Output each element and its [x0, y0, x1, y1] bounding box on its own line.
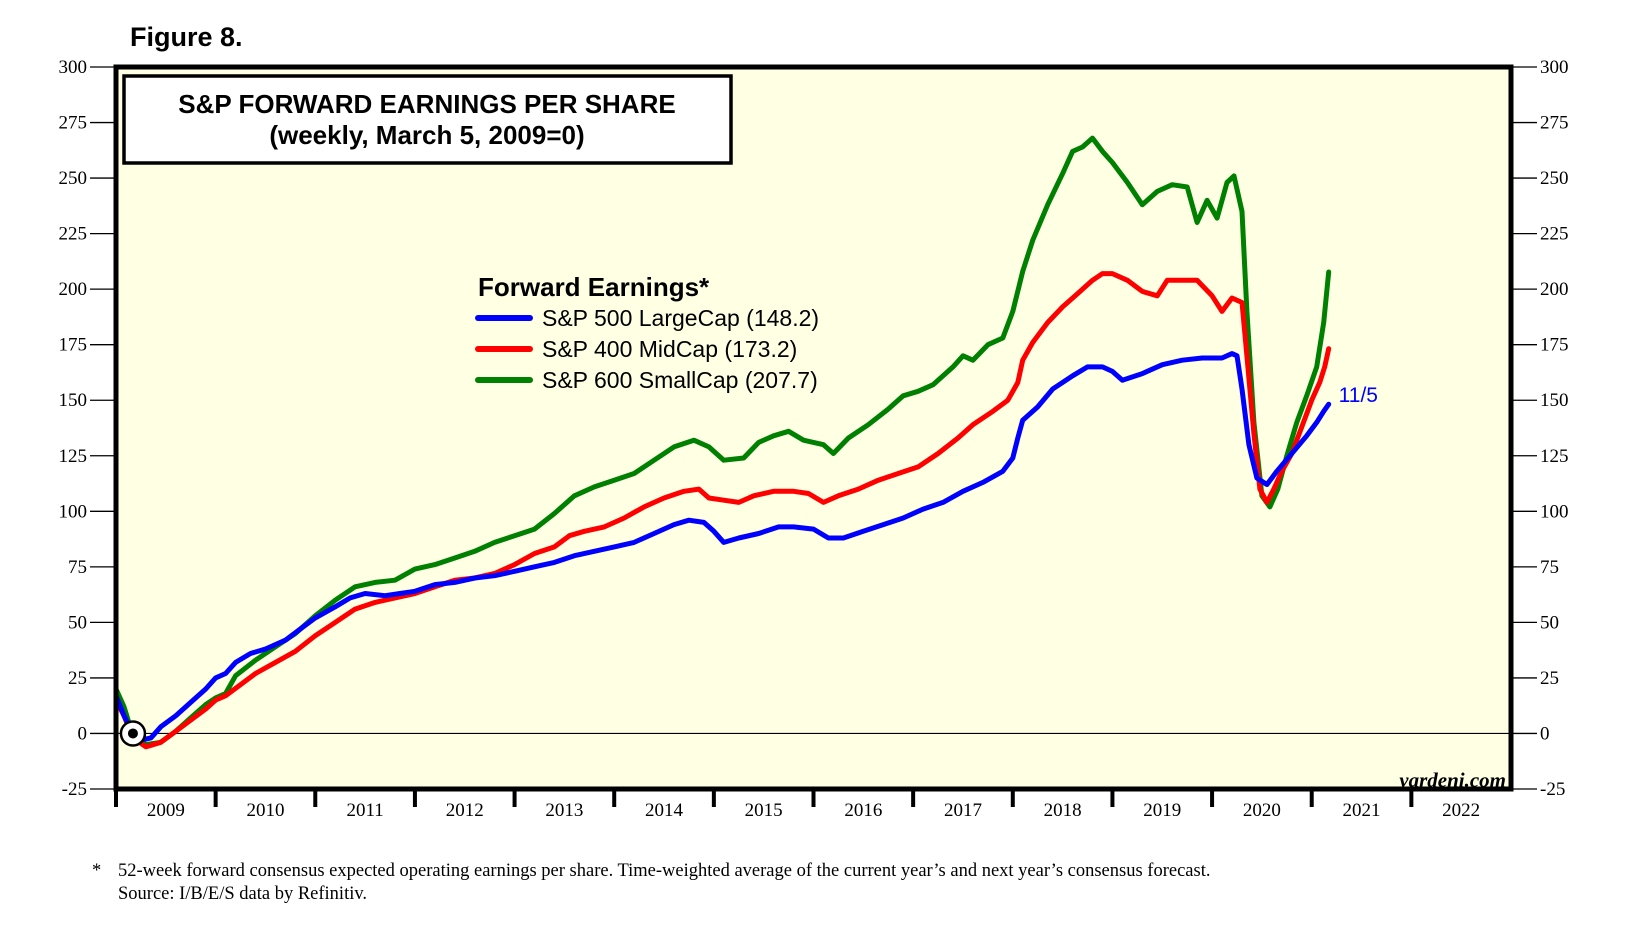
- x-tick-label: 2015: [745, 800, 783, 821]
- series-line-s-p-400-midcap: [113, 271, 1332, 750]
- y-tick-label: 75: [1540, 557, 1559, 578]
- legend: Forward Earnings* S&P 500 LargeCap (148.…: [475, 272, 819, 393]
- y-tick-label: 100: [59, 501, 88, 522]
- x-tick-label: 2022: [1442, 800, 1480, 821]
- x-tick-label: 2016: [844, 800, 882, 821]
- y-tick-label: 275: [59, 113, 88, 134]
- series-lines: [113, 135, 1332, 750]
- plot-frame: [113, 64, 1514, 792]
- figure-label: Figure 8.: [130, 22, 243, 52]
- x-tick-label: 2010: [246, 800, 284, 821]
- x-tick-label: 2018: [1044, 800, 1082, 821]
- y-tick-label: 300: [59, 57, 88, 78]
- y-tick-label: 225: [59, 224, 88, 245]
- y-tick-label: 150: [1540, 390, 1569, 411]
- plot-background: [116, 67, 1511, 789]
- y-tick-label: 75: [68, 557, 87, 578]
- origin-marker: [119, 720, 147, 747]
- footnote-source: Source: I/B/E/S data by Refinitiv.: [118, 884, 368, 904]
- y-tick-label: 275: [1540, 113, 1569, 134]
- legend-title: Forward Earnings*: [478, 272, 710, 302]
- x-tick-label: 2012: [446, 800, 484, 821]
- y-tick-label: -25: [62, 779, 87, 800]
- y-tick-label: 250: [1540, 168, 1569, 189]
- y-tick-label: 200: [1540, 279, 1569, 300]
- x-tick-label: 2011: [346, 800, 383, 821]
- x-tick-label: 2021: [1343, 800, 1381, 821]
- y-tick-label: 175: [1540, 335, 1569, 356]
- x-tick-label: 2009: [147, 800, 185, 821]
- x-tick-label: 2017: [944, 800, 982, 821]
- x-tick-label: 2019: [1143, 800, 1181, 821]
- chart-title: S&P FORWARD EARNINGS PER SHARE: [178, 89, 675, 119]
- chart-subtitle: (weekly, March 5, 2009=0): [269, 120, 584, 150]
- y-tick-label: 175: [59, 335, 88, 356]
- footnote-text: 52-week forward consensus expected opera…: [118, 861, 1211, 881]
- y-tick-label: 125: [59, 446, 88, 467]
- y-tick-label: -25: [1540, 779, 1565, 800]
- y-axis-right: -25 0 25 50 75 100 125 150 175 200 225 250 275 300: [1511, 57, 1569, 800]
- y-tick-label: 25: [1540, 668, 1559, 689]
- y-tick-label: 225: [1540, 224, 1569, 245]
- watermark: yardeni.com: [1396, 768, 1506, 792]
- y-tick-label: 250: [59, 168, 88, 189]
- y-tick-label: 50: [1540, 612, 1559, 633]
- series-line-s-p-600-smallcap: [113, 135, 1332, 748]
- origin-marker-dot: [127, 728, 138, 739]
- y-axis-left: -25 0 25 50 75 100 125 150 175 200 225 250 275 300: [59, 57, 116, 800]
- series-line-s-p-500-largecap: [113, 351, 1332, 743]
- end-date-label: 11/5: [1339, 384, 1378, 407]
- y-tick-label: 150: [59, 390, 88, 411]
- y-tick-label: 25: [68, 668, 87, 689]
- footnote: * 52-week forward consensus expected oper…: [92, 860, 1210, 906]
- title-box: S&P FORWARD EARNINGS PER SHARE (weekly, …: [122, 74, 733, 165]
- x-tick-label: 2014: [645, 800, 684, 821]
- legend-entry-label: S&P 400 MidCap (173.2): [542, 336, 797, 362]
- y-tick-label: 0: [1540, 723, 1550, 744]
- y-tick-label: 0: [78, 723, 88, 744]
- legend-entry-label: S&P 600 SmallCap (207.7): [542, 367, 818, 393]
- y-tick-label: 100: [1540, 501, 1569, 522]
- legend-entry-label: S&P 500 LargeCap (148.2): [542, 305, 819, 331]
- y-tick-label: 300: [1540, 57, 1569, 78]
- x-axis: 2009 2010 2011 2012 2013 2014 2015 2016 2017 2018…: [114, 789, 1480, 821]
- x-tick-label: 2013: [545, 800, 583, 821]
- y-tick-label: 200: [59, 279, 88, 300]
- y-tick-label: 125: [1540, 446, 1569, 467]
- footnote-marker: *: [92, 861, 102, 881]
- x-tick-label: 2020: [1243, 800, 1281, 821]
- y-tick-label: 50: [68, 612, 87, 633]
